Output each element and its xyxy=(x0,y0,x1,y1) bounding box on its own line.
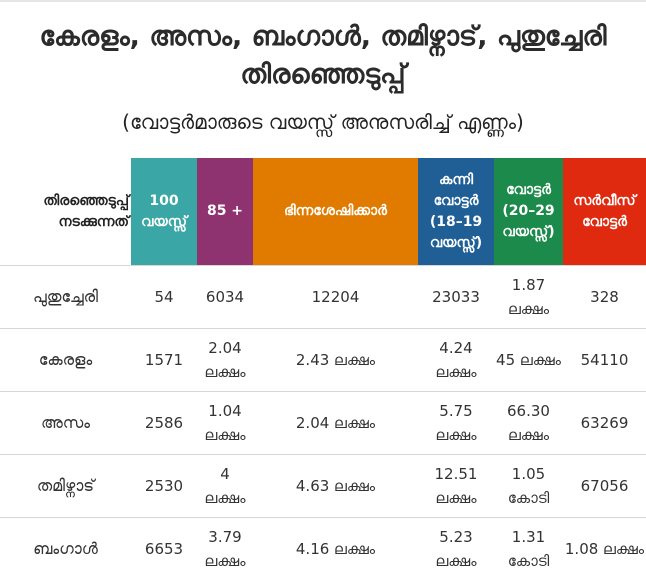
header-100-years: 100 വയസ്സ് xyxy=(131,158,197,266)
table-cell: 2586 xyxy=(131,392,197,455)
table-cell: 2530 xyxy=(131,455,197,518)
table-cell: 6653 xyxy=(131,518,197,580)
table-cell: 66.30 ലക്ഷം xyxy=(494,392,563,455)
table-cell: 23033 xyxy=(418,266,494,329)
header-service-voters: സർവീസ് വോട്ടർ xyxy=(563,158,646,266)
table-cell: 12.51 ലക്ഷം xyxy=(418,455,494,518)
page-title: കേരളം, അസം, ബംഗാൾ, തമിഴ്നാട്, പുതുച്ചേരി… xyxy=(0,18,646,94)
table-cell: 63269 xyxy=(563,392,646,455)
page-subtitle: (വോട്ടർമാരുടെ വയസ്സ് അനുസരിച്ച് എണ്ണം) xyxy=(0,108,646,136)
table-cell: 1.08 ലക്ഷം xyxy=(563,518,646,580)
header-first-voters: കന്നി വോട്ടർ (18–19 വയസ്സ്) xyxy=(418,158,494,266)
table-cell: 3.79 ലക്ഷം xyxy=(197,518,253,580)
table-cell: 2.43 ലക്ഷം xyxy=(253,329,418,392)
table-cell: 1.05 കോടി xyxy=(494,455,563,518)
table-cell: 2.04 ലക്ഷം xyxy=(253,392,418,455)
table-cell: 6034 xyxy=(197,266,253,329)
state-name: പുതുച്ചേരി xyxy=(0,266,131,329)
table-cell: 12204 xyxy=(253,266,418,329)
table-cell: 5.75 ലക്ഷം xyxy=(418,392,494,455)
table-cell: 67056 xyxy=(563,455,646,518)
top-divider xyxy=(0,0,646,2)
table-cell: 45 ലക്ഷം xyxy=(494,329,563,392)
table-cell: 5.23 ലക്ഷം xyxy=(418,518,494,580)
table-cell: 1.87 ലക്ഷം xyxy=(494,266,563,329)
state-name: കേരളം xyxy=(0,329,131,392)
state-name: അസം xyxy=(0,392,131,455)
table-cell: 4.24 ലക്ഷം xyxy=(418,329,494,392)
header-state-line2: നടക്കുന്നത് xyxy=(1,212,129,233)
table-cell: 4 ലക്ഷം xyxy=(197,455,253,518)
voter-table: തിരഞ്ഞെടുപ്പ് നടക്കുന്നത് 100 വയസ്സ് 85 … xyxy=(0,158,646,580)
header-state: തിരഞ്ഞെടുപ്പ് നടക്കുന്നത് xyxy=(0,158,131,266)
table-cell: 54110 xyxy=(563,329,646,392)
table-cell: 4.63 ലക്ഷം xyxy=(253,455,418,518)
header-disabled: ഭിന്നശേഷിക്കാർ xyxy=(253,158,418,266)
table-cell: 1.04 ലക്ഷം xyxy=(197,392,253,455)
state-name: ബംഗാൾ xyxy=(0,518,131,580)
table-cell: 4.16 ലക്ഷം xyxy=(253,518,418,580)
table-cell: 1.31 കോടി xyxy=(494,518,563,580)
header-state-line1: തിരഞ്ഞെടുപ്പ് xyxy=(1,191,129,212)
state-name: തമിഴ്നാട് xyxy=(0,455,131,518)
table-cell: 328 xyxy=(563,266,646,329)
table-cell: 54 xyxy=(131,266,197,329)
header-row: തിരഞ്ഞെടുപ്പ് നടക്കുന്നത് 100 വയസ്സ് 85 … xyxy=(0,158,646,266)
header-85-plus: 85 + xyxy=(197,158,253,266)
header-voters-20-29: വോട്ടർ (20–29 വയസ്സ്) xyxy=(494,158,563,266)
table-cell: 1571 xyxy=(131,329,197,392)
table-cell: 2.04 ലക്ഷം xyxy=(197,329,253,392)
